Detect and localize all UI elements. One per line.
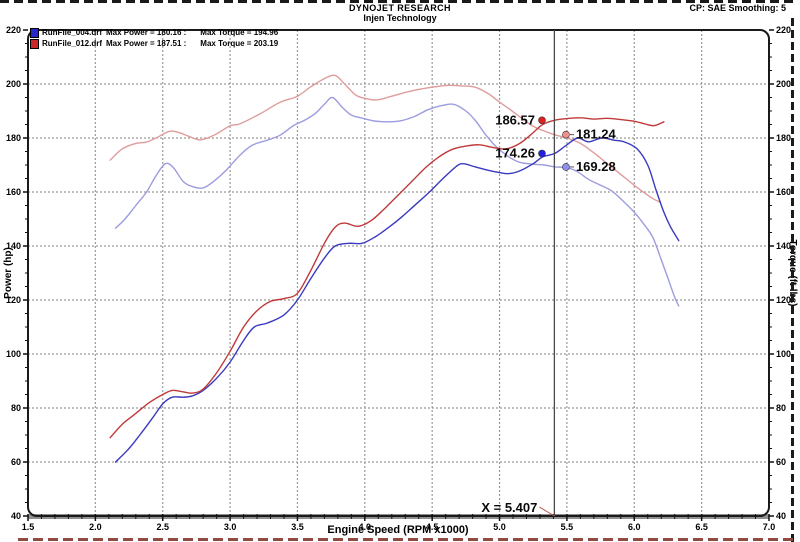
y-tick-label-left: 160 — [6, 187, 21, 197]
y-tick-label-left: 180 — [6, 133, 21, 143]
cursor-value-dot — [538, 149, 546, 158]
y-tick-label-right: 160 — [776, 187, 791, 197]
cursor-value-dot — [562, 130, 570, 139]
y-tick-label-right: 100 — [776, 349, 791, 359]
axes: 1.5 2.0 2.5 3.0 3.5 4.0 4.5 5.0 5.5 6.0 6.5 7.0 220 2… — [6, 25, 791, 532]
y-tick-label-left: 60 — [11, 457, 21, 467]
legend-item-runfile004: RunFile_004.drf Max Power = 180.16 : Max… — [30, 27, 278, 38]
legend-max-torque: Max Torque = 203.19 — [200, 39, 279, 48]
legend-max-torque: Max Torque = 194.96 — [200, 28, 279, 37]
cursor-value-label: 186.57 — [495, 112, 535, 127]
y-tick-label-left: 80 — [11, 403, 21, 413]
cursor-value-label: 174.26 — [495, 145, 535, 160]
page-title: DYNOJET RESEARCH — [349, 3, 451, 13]
right-torn-edge — [791, 18, 794, 542]
y-axis-title-power: Power (hp) — [3, 247, 14, 299]
x-tick-label: 6.5 — [695, 522, 708, 532]
legend-item-runfile012: RunFile_012.drf Max Power = 187.51 : Max… — [30, 38, 278, 49]
legend-max-power: Max Power = 187.51 : — [106, 39, 187, 48]
y-tick-label-left: 140 — [6, 241, 21, 251]
x-tick-label: 4.0 — [359, 522, 372, 532]
x-tick-label: 5.5 — [561, 522, 574, 532]
x-tick-label: 6.0 — [628, 522, 641, 532]
y-tick-label-right: 120 — [776, 295, 791, 305]
cursor-value-dot — [562, 163, 570, 171]
top-torn-edge — [0, 0, 794, 3]
curve-runfile_004-power — [114, 137, 680, 463]
x-tick-label: 4.5 — [426, 522, 439, 532]
cursor-value-dot — [538, 116, 546, 125]
curves — [109, 74, 680, 463]
cursor: X = 5.407 — [481, 30, 556, 517]
legend-file-name: RunFile_004.drf — [42, 28, 103, 37]
cursor-value-label: 181.24 — [576, 127, 617, 142]
curve-runfile_004-torque — [114, 96, 680, 307]
legend-swatch-blue — [30, 27, 39, 38]
y-tick-label-right: 180 — [776, 133, 791, 143]
cursor-value-label: 169.28 — [576, 159, 616, 174]
header: DYNOJET RESEARCH Injen Technology — [0, 3, 800, 23]
x-axis-title: Engine Speed (RPM x1000) — [327, 524, 469, 536]
y-tick-label-left: 120 — [6, 295, 21, 305]
x-tick-label: 1.5 — [22, 522, 35, 532]
gridlines — [28, 30, 769, 516]
y-tick-label-left: 220 — [6, 25, 21, 35]
y-tick-label-left: 100 — [6, 349, 21, 359]
curve-runfile_012-power — [109, 117, 665, 439]
bottom-torn-edge — [18, 538, 794, 541]
x-tick-label: 3.0 — [224, 522, 237, 532]
legend: RunFile_004.drf Max Power = 180.16 : Max… — [30, 27, 278, 49]
x-tick-label: 2.5 — [156, 522, 169, 532]
y-tick-label-right: 140 — [776, 241, 791, 251]
y-tick-label-left: 200 — [6, 79, 21, 89]
smoothing-info: CP: SAE Smoothing: 5 — [689, 3, 787, 13]
y-tick-label-right: 80 — [776, 403, 786, 413]
x-tick-label: 2.0 — [89, 522, 102, 532]
legend-swatch-red — [30, 38, 39, 49]
page-subtitle: Injen Technology — [363, 13, 437, 23]
legend-file-name: RunFile_012.drf — [42, 39, 103, 48]
legend-max-power: Max Power = 180.16 : — [106, 28, 187, 37]
y-tick-label-right: 60 — [776, 457, 786, 467]
y-tick-label-right: 40 — [776, 511, 786, 521]
y-tick-label-right: 200 — [776, 79, 791, 89]
cursor-x-label: X = 5.407 — [481, 500, 537, 515]
x-tick-label: 5.0 — [493, 522, 506, 532]
curve-runfile_012-torque — [109, 74, 661, 203]
annotations: 186.57 181.24 174.26 169.28 — [495, 112, 616, 174]
y-tick-label-left: 40 — [11, 511, 21, 521]
x-tick-label: 3.5 — [291, 522, 304, 532]
x-tick-label: 7.0 — [763, 522, 776, 532]
y-tick-label-right: 220 — [776, 25, 791, 35]
